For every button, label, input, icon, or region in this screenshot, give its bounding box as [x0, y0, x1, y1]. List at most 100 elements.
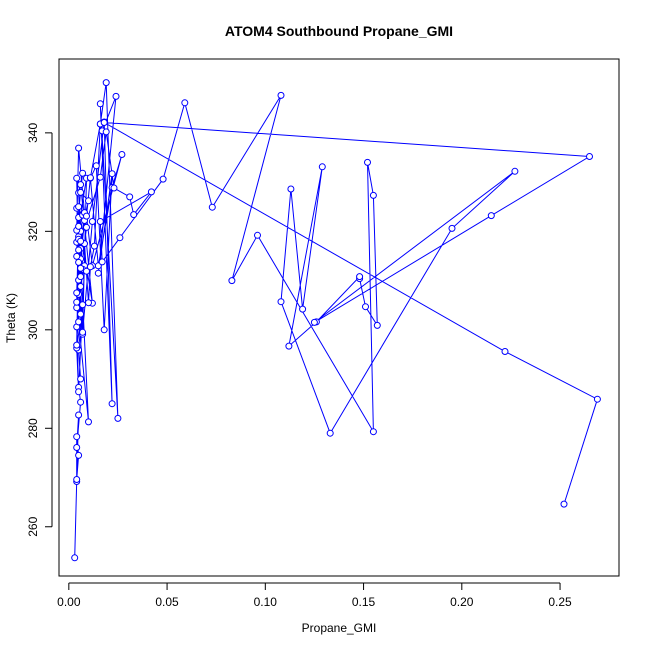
data-point [373, 321, 381, 329]
data-point [118, 151, 126, 158]
data-point [75, 203, 83, 211]
data-point [73, 174, 81, 182]
y-tick-label: 320 [26, 221, 40, 241]
y-axis-label: Theta (K) [4, 293, 18, 343]
data-point [593, 395, 601, 403]
data-point [75, 318, 83, 326]
x-tick-label: 0.00 [57, 595, 81, 609]
x-tick-label: 0.05 [155, 595, 179, 609]
data-point [83, 212, 90, 220]
data-point [92, 162, 100, 170]
data-point [83, 223, 90, 231]
data-point [73, 433, 81, 441]
data-point [356, 273, 364, 281]
y-tick-label: 260 [26, 516, 40, 536]
plot-frame [58, 58, 620, 577]
y-tick-label: 340 [26, 123, 40, 143]
data-point [277, 91, 285, 99]
data-point [71, 554, 79, 562]
data-point [94, 269, 102, 277]
x-axis: 0.00 0.05 0.10 0.15 0.20 0.25 [57, 582, 572, 609]
data-point [147, 188, 155, 196]
data-point [110, 184, 118, 192]
data-point [77, 398, 85, 406]
data-point [77, 310, 85, 318]
data-point [254, 231, 261, 239]
data-point [75, 144, 83, 152]
data-point [73, 298, 81, 306]
data-point [310, 318, 318, 326]
data-point [75, 222, 83, 230]
data-point [75, 258, 83, 266]
data-point [511, 167, 519, 175]
x-tick-label: 0.25 [548, 595, 572, 609]
x-tick-label: 0.10 [254, 595, 278, 609]
data-point [75, 246, 83, 254]
data-point [369, 191, 377, 199]
data-point [85, 299, 92, 307]
data-point [130, 211, 138, 219]
data-point [75, 451, 83, 459]
data-point [79, 328, 87, 336]
x-tick-label: 0.15 [352, 595, 376, 609]
data-point [159, 175, 167, 183]
data-point [77, 283, 85, 290]
data-point [77, 375, 85, 383]
data-point [73, 476, 81, 483]
data-point [77, 188, 85, 196]
data-point [79, 301, 87, 309]
data-point [96, 218, 104, 225]
data-point [364, 158, 371, 166]
data-point [86, 263, 94, 271]
y-tick-label: 280 [26, 418, 40, 438]
data-point [100, 119, 108, 126]
data-point [77, 237, 85, 245]
data-point [102, 128, 110, 136]
data-point [102, 79, 110, 87]
data-point [98, 258, 106, 266]
data-point [277, 298, 285, 306]
data-point [126, 193, 134, 201]
chart-title: ATOM4 Southbound Propane_GMI [225, 23, 453, 39]
data-point [96, 173, 104, 181]
data-point [108, 400, 116, 408]
data-point [100, 326, 108, 334]
data-point [108, 170, 116, 178]
data-point [487, 212, 495, 220]
data-point [79, 169, 87, 177]
data-point [85, 418, 92, 426]
data-point [73, 252, 81, 260]
data-point [75, 411, 83, 419]
x-axis-label: Propane_GMI [302, 621, 377, 635]
data-point [75, 388, 83, 396]
data-point [181, 99, 189, 107]
data-point [112, 92, 120, 100]
data-point [285, 342, 293, 350]
data-point [369, 428, 377, 436]
data-point [90, 242, 98, 250]
data-point [318, 163, 326, 171]
y-axis: 260 280 300 320 340 [26, 123, 53, 537]
data-point [501, 348, 509, 355]
data-point [287, 185, 295, 193]
data-point [448, 224, 456, 232]
data-point [85, 197, 92, 205]
x-tick-label: 0.20 [450, 595, 474, 609]
series-line [74, 82, 599, 558]
data-point [73, 289, 81, 297]
data-point [114, 414, 122, 422]
data-point [73, 341, 81, 349]
y-tick-label: 300 [26, 319, 40, 339]
data-point [73, 444, 81, 451]
data-point [560, 500, 568, 508]
data-point [362, 303, 369, 311]
data-point [77, 181, 85, 189]
data-point [299, 305, 307, 313]
data-point [116, 234, 124, 242]
series-points [71, 79, 601, 562]
data-point [586, 153, 593, 160]
data-point [88, 218, 96, 225]
data-point [77, 264, 85, 272]
data-point [77, 273, 85, 281]
data-point [326, 429, 334, 437]
